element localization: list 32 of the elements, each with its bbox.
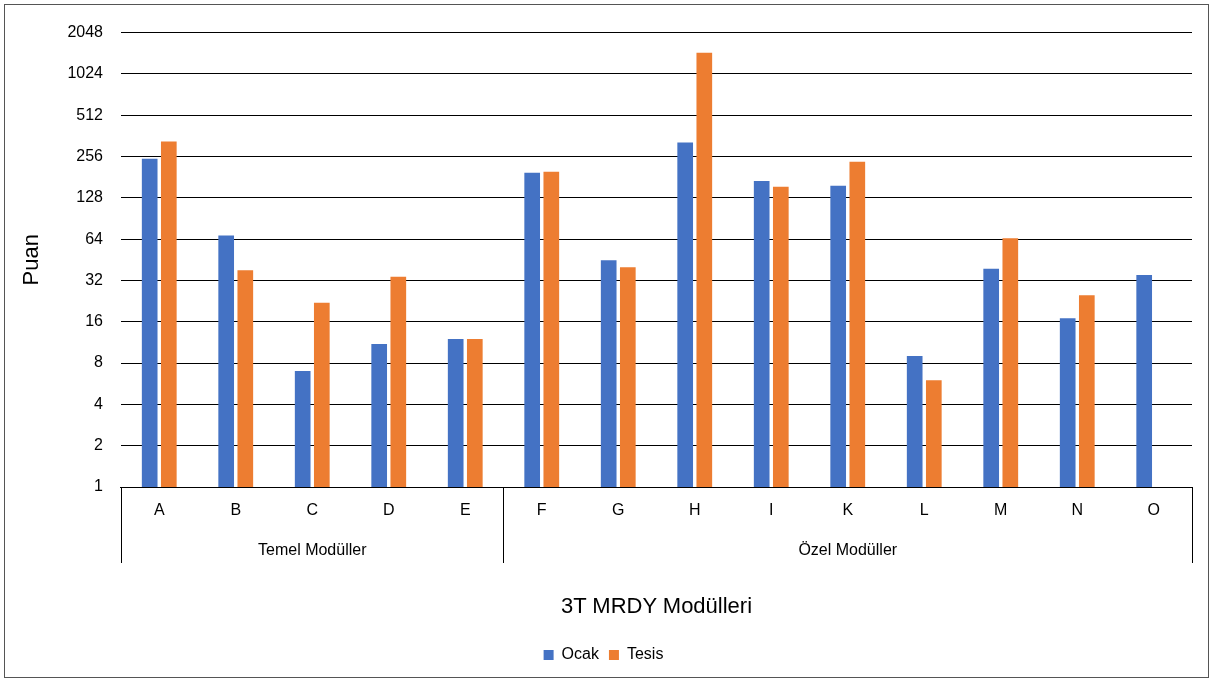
x-tick-label: N [1071,501,1084,519]
legend-label: Ocak [561,645,600,663]
x-tick-label: M [994,501,1008,519]
x-tick-label: K [842,501,854,519]
y-tick-label: 2 [94,436,104,454]
y-tick-label: 1024 [67,64,104,82]
x-tick-label: B [230,501,242,519]
x-tick-label: I [769,501,774,519]
text: Temel Modüller [258,541,368,559]
x-tick-label: F [536,501,547,519]
y-tick-label: 16 [85,312,104,330]
text: Özel Modüller [798,541,898,559]
y-tick-label: 256 [76,146,104,164]
legend-label: Tesis [626,645,664,663]
x-tick-label: O [1147,501,1160,519]
x-tick-label: H [688,501,701,519]
x-tick-label: L [919,501,929,519]
x-tick-label: E [459,501,471,519]
x-tick-label: C [306,501,319,519]
y-axis-title: Puan [18,234,44,286]
x-axis-title: 3T MRDY Modülleri [560,593,753,619]
y-tick-label: 4 [94,394,104,412]
y-tick-label: 64 [85,229,104,247]
x-tick-label: G [612,501,625,519]
y-tick-label: 32 [85,270,104,288]
y-tick-label: 128 [76,188,104,206]
x-tick-label: D [382,501,395,519]
y-tick-label: 512 [76,105,104,123]
x-tick-label: A [153,501,165,519]
y-tick-label: 1 [94,477,104,495]
y-tick-label: 8 [94,353,104,371]
y-tick-label: 2048 [67,23,104,41]
